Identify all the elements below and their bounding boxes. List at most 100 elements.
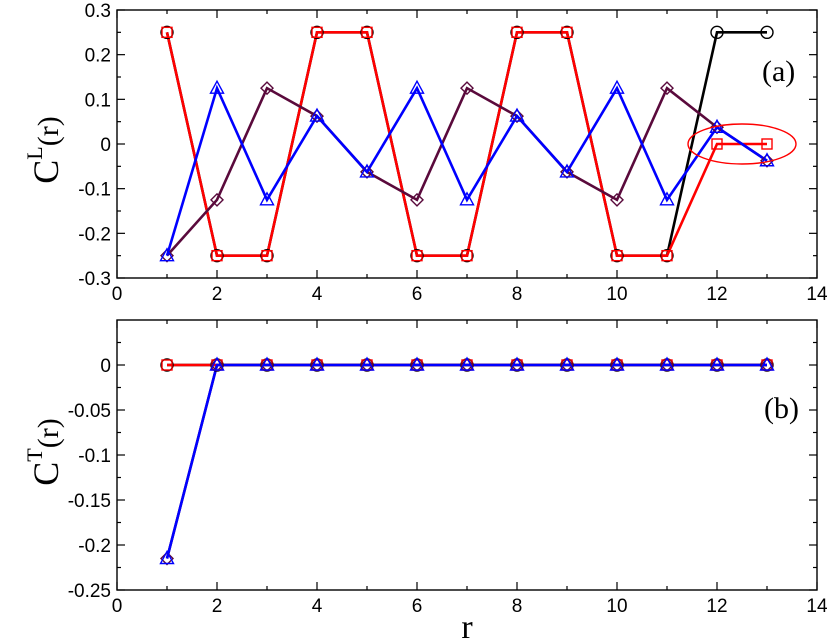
purple-diamond-point xyxy=(510,358,524,372)
y-axis-label-a-main: C xyxy=(26,160,66,184)
y-tick-label-b: -0.1 xyxy=(78,446,111,467)
purple-diamond-point xyxy=(160,248,174,263)
blue-triangle-point xyxy=(409,356,425,371)
x-tick-label-b: 0 xyxy=(112,596,123,617)
red-square-point xyxy=(361,26,373,39)
red-square-point xyxy=(161,359,173,371)
x-tick-label-a: 14 xyxy=(806,284,828,305)
blue-triangle-point xyxy=(709,356,725,371)
y-axis-label-a-tail: (r) xyxy=(32,116,65,146)
y-axis-label-b-tail: (r) xyxy=(32,418,65,448)
panel-a: 0 2 4 6 8 10 12 14 -0.3 -0.2 -0.1 0 0.1 0.2 0.3 (a) CL… xyxy=(22,1,828,305)
blue-triangle-point xyxy=(759,356,775,371)
red-square-point xyxy=(461,249,473,262)
red-square-point xyxy=(261,249,273,262)
black-circle-point xyxy=(760,25,774,40)
black-circle-point xyxy=(610,248,624,263)
y-tick-label-a: -0.3 xyxy=(78,269,111,290)
purple-diamond-point xyxy=(460,358,474,372)
purple-diamond-point xyxy=(260,81,274,96)
series-line-black-circle xyxy=(165,31,767,257)
series-line-purple-diamond xyxy=(165,363,767,559)
purple-diamond-point xyxy=(460,81,474,96)
purple-diamond-point xyxy=(310,358,324,372)
axes-ticks-b: 0 2 4 6 8 10 12 14 -0.25 -0.2 -0.15 -0.1 -0.05 0 xyxy=(68,320,828,617)
black-circle-point xyxy=(560,25,574,40)
blue-triangle-point xyxy=(659,356,675,371)
purple-diamond-point xyxy=(410,192,424,207)
panel-b: 0 2 4 6 8 10 12 14-0.25-0.2-0.15-0.1-0.050 (b) … xyxy=(22,319,828,617)
highlight-ellipse xyxy=(687,123,797,165)
series-group-b xyxy=(159,356,775,566)
purple-diamond-point xyxy=(560,358,574,372)
panel-label-b: (b) xyxy=(764,392,799,425)
black-circle-point xyxy=(510,25,524,40)
red-square-point xyxy=(711,138,723,150)
y-tick-label-a: -0.2 xyxy=(78,224,111,245)
black-circle-point xyxy=(410,248,424,263)
blue-triangle-point xyxy=(459,191,475,206)
blue-triangle-point xyxy=(459,356,475,371)
black-circle-point xyxy=(160,25,174,40)
y-tick-label-b: -0.25 xyxy=(68,581,111,602)
black-circle-point xyxy=(360,25,374,40)
blue-triangle-point xyxy=(309,356,325,371)
purple-diamond-point xyxy=(760,358,774,372)
x-tick-label-a: 2 xyxy=(212,284,223,305)
purple-diamond-point xyxy=(410,358,424,372)
blue-triangle-point xyxy=(259,191,275,206)
purple-diamond-point xyxy=(660,81,674,96)
series-line-purple-diamond xyxy=(166,86,768,257)
red-square-point xyxy=(561,26,573,39)
x-tick-label-a: 8 xyxy=(512,284,523,305)
series-line-red-square xyxy=(165,31,767,257)
purple-diamond-point xyxy=(710,358,724,372)
blue-triangle-point xyxy=(409,79,425,94)
black-circle-point xyxy=(210,248,224,263)
purple-diamond-point xyxy=(610,192,624,207)
series-line-blue-triangle xyxy=(165,363,767,559)
black-circle-point xyxy=(660,248,674,263)
red-square-point xyxy=(661,249,673,262)
blue-triangle-point xyxy=(559,163,575,178)
y-axis-label-b: CT(r) xyxy=(22,418,66,485)
black-circle-point xyxy=(710,25,724,40)
purple-diamond-point xyxy=(760,153,774,168)
red-square-point xyxy=(211,249,223,262)
purple-diamond-point xyxy=(360,164,374,179)
y-axis-label-a: CL(r) xyxy=(22,116,66,183)
y-tick-label-a: 0.1 xyxy=(85,90,111,111)
blue-triangle-point xyxy=(509,107,525,122)
blue-triangle-point xyxy=(659,191,675,206)
red-square-point xyxy=(311,26,323,39)
blue-triangle-point xyxy=(309,107,325,122)
red-square-point xyxy=(161,26,173,39)
y-tick-label-b: -0.15 xyxy=(68,491,111,512)
red-square-point xyxy=(611,249,623,262)
x-tick-label-a: 6 xyxy=(412,284,423,305)
x-tick-label-b: 14 xyxy=(806,596,828,617)
purple-diamond-point xyxy=(360,358,374,372)
black-circle-point xyxy=(310,25,324,40)
series-line-blue-triangle xyxy=(165,84,768,257)
blue-triangle-point xyxy=(359,163,375,178)
blue-triangle-point xyxy=(759,152,775,167)
red-square-point xyxy=(411,249,423,262)
purple-diamond-point xyxy=(210,358,224,372)
x-tick-label-a: 12 xyxy=(706,284,727,305)
series-group-a xyxy=(159,25,775,263)
purple-diamond-point xyxy=(610,358,624,372)
black-circle-point xyxy=(460,248,474,263)
blue-triangle-point xyxy=(209,356,225,371)
blue-triangle-point xyxy=(609,79,625,94)
x-tick-label-a: 0 xyxy=(112,284,123,305)
y-axis-label-b-main: C xyxy=(26,462,66,486)
blue-triangle-point xyxy=(609,356,625,371)
x-tick-label-a: 4 xyxy=(312,284,323,305)
blue-triangle-point xyxy=(559,356,575,371)
y-axis-label-b-sup: T xyxy=(22,448,47,462)
y-tick-label-a: 0 xyxy=(100,135,111,156)
y-tick-label-a: 0.3 xyxy=(85,1,111,22)
y-tick-label-b: -0.05 xyxy=(68,401,111,422)
